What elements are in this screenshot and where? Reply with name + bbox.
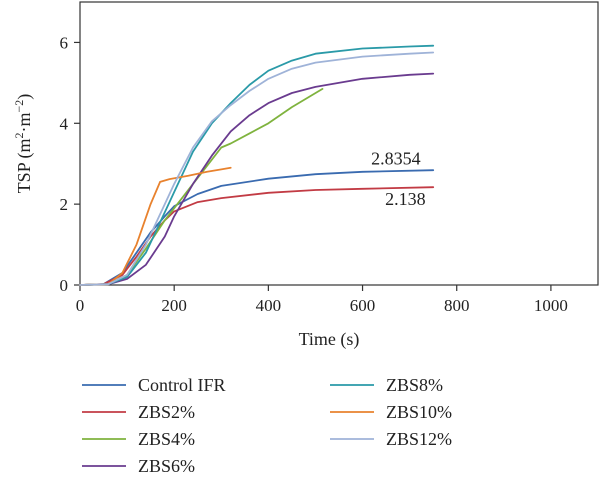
- x-tick-label: 400: [256, 296, 282, 315]
- legend-item: ZBS8%: [330, 375, 443, 395]
- y-axis-label-end: ): [14, 94, 35, 100]
- plot-frame: [79, 1, 599, 286]
- x-axis-label: Time (s): [299, 329, 360, 350]
- series-line-zbs12-: [79, 51, 435, 286]
- x-tick-label: 800: [444, 296, 470, 315]
- y-axis-label-base: TSP (m: [14, 138, 35, 193]
- annotations: 2.8354 2.138: [371, 148, 426, 208]
- x-tick-label: 1000: [534, 296, 568, 315]
- series-line-zbs2-: [79, 186, 435, 286]
- legend-label: ZBS4%: [138, 429, 195, 449]
- y-tick-label: 2: [60, 195, 69, 214]
- value-annotation: 2.138: [385, 189, 426, 209]
- legend: Control IFR ZBS2% ZBS4% ZBS6% ZBS8% ZBS10% ZBS…: [82, 375, 452, 476]
- series-line-zbs10-: [79, 166, 232, 286]
- value-annotation: 2.8354: [371, 148, 421, 168]
- series-line-zbs4-: [79, 88, 324, 286]
- legend-item: ZBS2%: [82, 402, 195, 422]
- legend-label: ZBS6%: [138, 456, 195, 476]
- y-tick-label: 0: [60, 276, 69, 295]
- y-tick-label: 4: [60, 114, 69, 133]
- plot-area: [79, 44, 435, 286]
- legend-item: ZBS10%: [330, 402, 452, 422]
- y-tick-label: 6: [60, 33, 69, 52]
- legend-label: ZBS2%: [138, 402, 195, 422]
- x-tick-label: 200: [161, 296, 187, 315]
- y-axis-label-sup2: −2: [12, 100, 26, 113]
- x-tick-label: 600: [350, 296, 376, 315]
- legend-label: ZBS12%: [386, 429, 452, 449]
- legend-item: Control IFR: [82, 375, 226, 395]
- legend-item: ZBS4%: [82, 429, 195, 449]
- x-tick-label: 0: [76, 296, 85, 315]
- y-axis-label-sup1: 2: [12, 132, 26, 138]
- legend-label: Control IFR: [138, 375, 226, 395]
- legend-label: ZBS8%: [386, 375, 443, 395]
- y-axis-label: TSP (m2·m−2): [12, 94, 35, 194]
- series-line-zbs6-: [79, 72, 435, 286]
- legend-item: ZBS12%: [330, 429, 452, 449]
- legend-item: ZBS6%: [82, 456, 195, 476]
- legend-label: ZBS10%: [386, 402, 452, 422]
- y-axis-label-mid: ·m: [14, 112, 34, 132]
